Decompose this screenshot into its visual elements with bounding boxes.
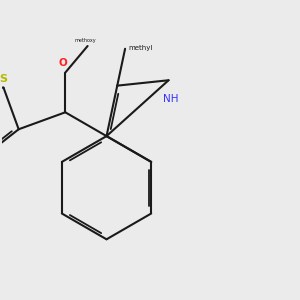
Text: NH: NH <box>163 94 178 104</box>
Text: O: O <box>59 58 68 68</box>
Text: methoxy: methoxy <box>75 38 96 43</box>
Text: methyl: methyl <box>128 45 152 51</box>
Text: S: S <box>0 74 8 84</box>
